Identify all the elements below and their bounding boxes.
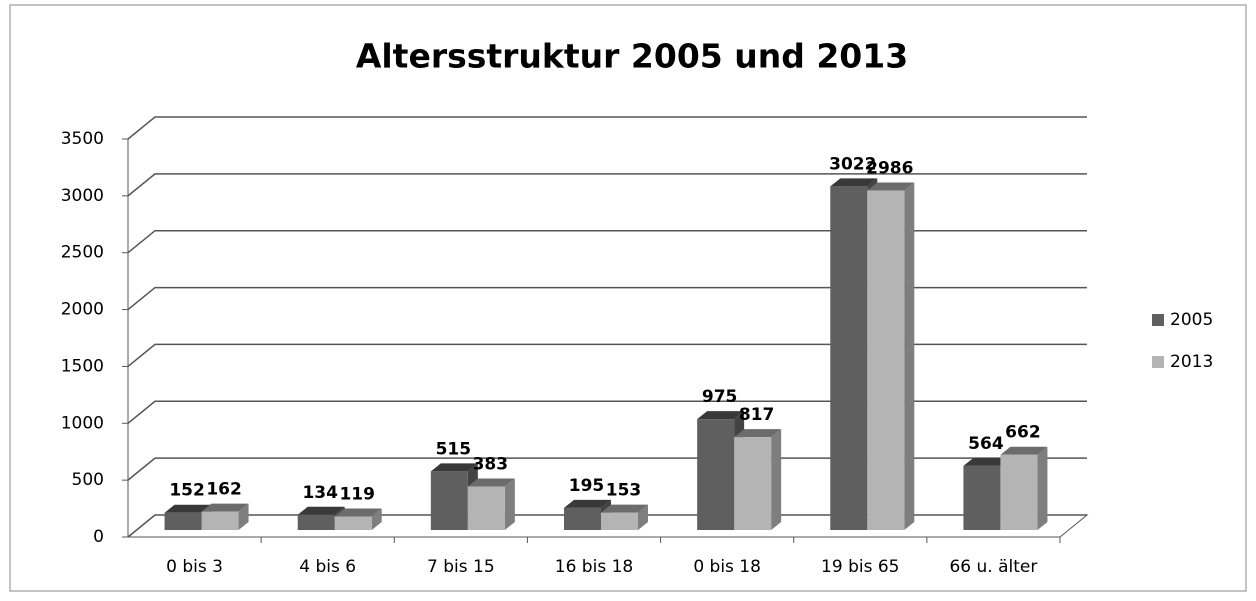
chart-title: Altersstruktur 2005 und 2013 [356,37,908,76]
grid-line [127,286,1087,311]
bar-top [564,499,611,508]
value-label: 119 [339,484,375,504]
y-tick-label: 0 [93,527,104,547]
bar [867,190,905,530]
bar-side [504,478,515,530]
bar [164,512,202,530]
x-tick-label: 7 bis 15 [427,557,495,577]
legend-label: 2013 [1170,352,1213,372]
bar-top [601,504,648,513]
value-label: 2986 [866,158,913,178]
grid-line [127,400,1087,424]
bar [734,437,772,530]
bar-top [467,478,515,487]
legend-swatch [1152,314,1164,326]
bar-top [430,463,478,472]
value-label: 564 [968,434,1004,454]
y-tick-label: 500 [72,470,104,490]
grid-line [127,343,1087,368]
bar-top [334,508,382,517]
bar-top [830,178,878,187]
bar-side [904,182,915,530]
value-label: 162 [206,480,242,500]
bar [697,419,735,530]
grid-line [127,116,1087,140]
value-label: 195 [569,476,605,496]
y-tick-label: 2000 [61,300,104,320]
bar-side [638,504,648,530]
bar [830,186,868,531]
bar [297,514,335,530]
bar-top [164,504,212,513]
bar [564,507,601,530]
x-tick-label: 66 u. älter [949,557,1037,577]
y-tick-label: 3500 [61,129,104,149]
bar-top [697,411,745,420]
y-tick-label: 2500 [61,243,104,263]
bar-side [771,429,782,530]
legend-swatch [1152,356,1164,368]
bar-side [371,508,382,530]
value-label: 152 [169,481,205,501]
bar-top [1000,446,1048,455]
bar [430,471,468,530]
bar [1000,454,1038,530]
x-tick-label: 16 bis 18 [555,557,633,577]
bar-top [201,503,249,512]
y-tick-label: 1000 [61,413,104,433]
value-label: 3022 [829,154,876,174]
y-tick-label: 1500 [61,356,104,376]
bar-top [867,182,915,191]
value-label: 153 [606,481,642,501]
bar [201,511,239,530]
x-tick-label: 19 bis 65 [821,557,899,577]
value-label: 817 [739,405,775,425]
value-label: 662 [1005,423,1041,443]
bar-top [297,506,345,515]
y-tick-label: 3000 [61,186,104,206]
value-label: 975 [702,387,738,407]
x-tick-label: 0 bis 18 [693,557,761,577]
bar [601,512,638,530]
x-tick-label: 0 bis 3 [166,557,223,577]
bar [963,465,1001,530]
x-tick-label: 4 bis 6 [299,557,356,577]
grid-line [127,229,1087,254]
legend-label: 2005 [1170,310,1213,330]
bar-top [734,429,782,438]
bar [467,486,505,530]
value-label: 515 [436,439,472,459]
value-label: 134 [302,483,338,503]
chart-frame [9,4,1247,592]
grid-line [127,173,1087,197]
value-label: 383 [473,454,509,474]
bar-top [963,457,1011,466]
bar-side [1037,446,1048,530]
bar [334,516,372,530]
bar-side [238,503,249,530]
